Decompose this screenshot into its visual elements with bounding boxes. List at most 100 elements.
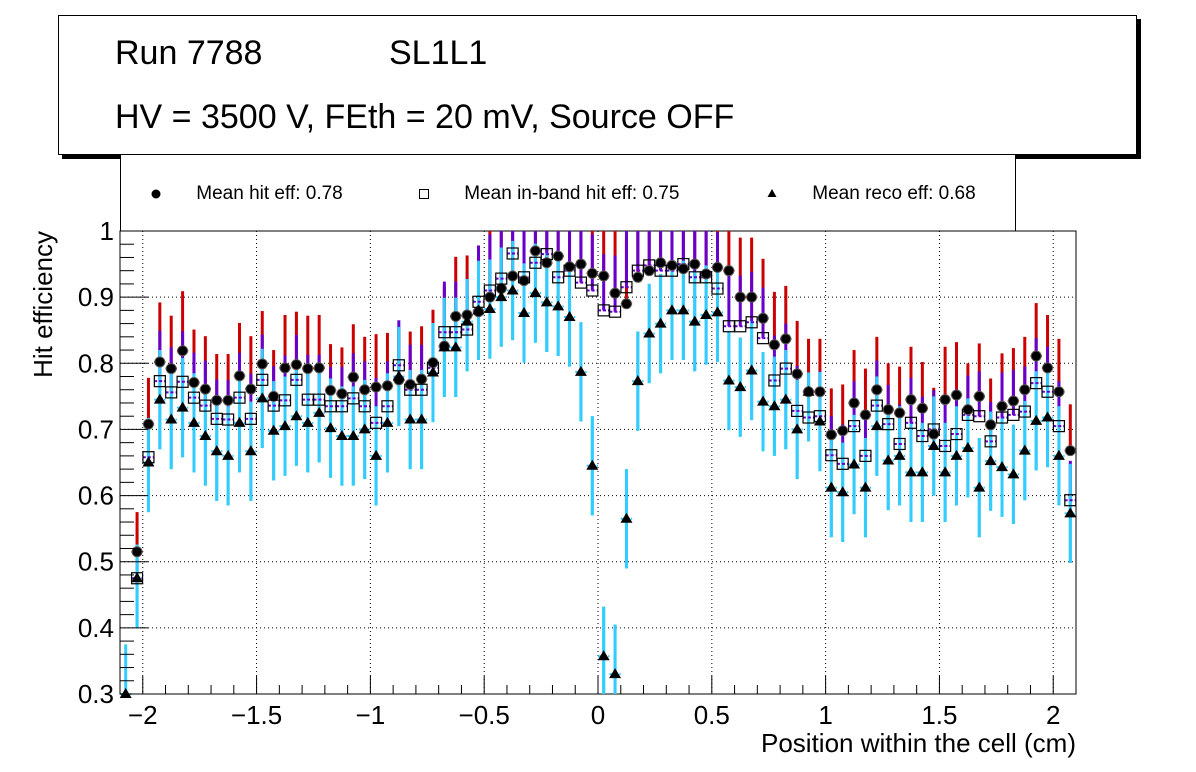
hit-point: [336, 388, 348, 400]
reco-point: [700, 309, 713, 320]
reco-point: [472, 304, 485, 315]
reco-point: [301, 416, 314, 427]
x-tick-label: −0.5: [459, 700, 510, 730]
hit-point: [211, 394, 223, 406]
hit-point: [268, 390, 280, 402]
inband-point: [904, 416, 918, 429]
reco-point: [438, 341, 451, 352]
reco-point: [939, 466, 952, 477]
reco-point: [518, 307, 531, 318]
filled-circle-marker-icon: [151, 189, 161, 199]
run-label: Run 7788: [115, 34, 263, 72]
reco-point: [620, 512, 633, 523]
x-tick-label: 1: [818, 700, 832, 730]
hit-point: [518, 275, 530, 287]
inband-point: [574, 276, 588, 289]
reco-point: [1052, 449, 1065, 460]
hit-point: [256, 358, 268, 370]
reco-point: [916, 466, 929, 477]
hit-point: [165, 363, 177, 375]
hit-point: [609, 287, 621, 299]
inband-point: [256, 373, 269, 386]
inband-point: [859, 449, 872, 462]
hit-point: [757, 312, 769, 324]
hit-point: [768, 339, 780, 351]
inband-point: [984, 435, 997, 448]
reco-point: [461, 315, 474, 326]
inband-point: [199, 399, 212, 412]
inband-point: [233, 391, 246, 404]
inband-point: [836, 457, 849, 470]
x-tick-label: 2: [1046, 700, 1060, 730]
reco-point: [449, 341, 462, 352]
hit-point: [996, 400, 1008, 412]
hit-point: [552, 250, 564, 262]
reco-point: [665, 304, 678, 315]
hit-point: [859, 409, 871, 421]
inband-point: [847, 420, 861, 433]
hit-point: [1030, 350, 1042, 362]
inband-point: [495, 272, 508, 285]
hit-point: [620, 298, 632, 310]
reco-point: [1041, 411, 1054, 422]
legend-item-reco: Mean reco eff: 0.68: [765, 183, 976, 205]
hit-point: [564, 261, 576, 273]
inband-point: [563, 264, 576, 277]
inband-point: [939, 439, 952, 453]
reco-point: [256, 392, 269, 403]
inband-point: [529, 256, 542, 269]
inband-point: [483, 284, 496, 297]
hit-point: [632, 271, 644, 283]
hit-point: [894, 407, 906, 419]
hit-point: [655, 257, 667, 269]
x-tick-label: −1: [356, 700, 386, 730]
inband-point: [779, 362, 792, 375]
hit-point: [837, 425, 849, 437]
reco-point: [779, 393, 792, 404]
inband-point: [222, 413, 235, 426]
hit-point: [359, 384, 371, 396]
inband-point: [608, 305, 622, 318]
reco-point: [119, 688, 132, 698]
inband-point: [882, 418, 895, 431]
reco-point: [893, 449, 906, 460]
reco-point: [802, 385, 815, 396]
reco-point: [631, 375, 644, 386]
x-tick-label: −2: [128, 700, 158, 730]
inband-point: [916, 429, 929, 443]
reco-point: [1007, 468, 1020, 479]
hit-point: [234, 370, 245, 382]
inband-point: [1052, 420, 1066, 433]
x-tick-label: 0: [591, 700, 605, 730]
reco-point: [153, 393, 166, 404]
reco-point: [836, 486, 849, 497]
hit-point: [598, 270, 610, 282]
inband-point: [278, 394, 292, 407]
hit-point: [791, 368, 803, 380]
hit-point: [1042, 362, 1054, 374]
hit-point: [381, 380, 393, 392]
reco-point: [927, 439, 940, 450]
reco-point: [165, 413, 178, 424]
hit-point: [290, 359, 302, 371]
reco-point: [324, 422, 337, 433]
inband-point: [165, 386, 178, 399]
reco-point: [984, 455, 997, 466]
reco-point: [813, 415, 826, 426]
y-tick-label: 0.6: [78, 481, 114, 511]
hit-point: [780, 333, 792, 345]
hit-point: [370, 381, 382, 393]
hit-point: [689, 258, 701, 270]
legend-label-reco: Mean reco eff: 0.68: [812, 183, 976, 204]
reco-point: [825, 481, 838, 492]
hit-point: [245, 383, 257, 395]
hit-point: [131, 546, 143, 558]
reco-point: [187, 416, 200, 427]
ticks: −2 −1.5 −1 −0.5 0 0.5 1 1.5 2 0.3 0.4 0.5 0.6 0.7 0.8 0…: [78, 216, 1077, 730]
reco-point: [244, 445, 257, 456]
hit-point: [450, 310, 462, 322]
hit-point: [928, 428, 940, 440]
inband-point: [791, 404, 804, 418]
reco-point: [415, 413, 428, 424]
